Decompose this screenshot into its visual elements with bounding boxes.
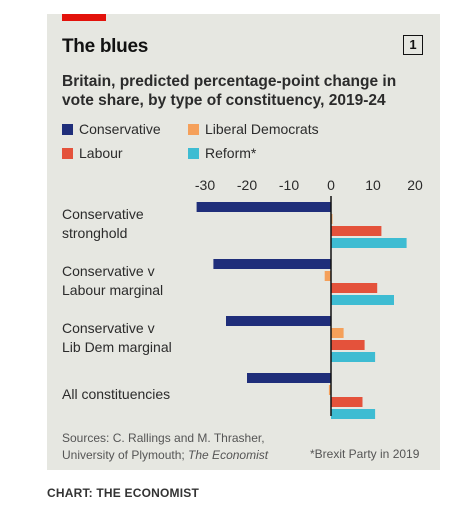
bar-reform-conservative-stronghold — [331, 238, 407, 248]
category-label-conservative-v-labour-marginal: Conservative v Labour marginal — [62, 263, 163, 298]
source-line-1: Sources: C. Rallings and M. Thrasher, — [62, 431, 265, 445]
x-tick-label: -30 — [195, 177, 215, 193]
legend-label-liberal-democrats: Liberal Democrats — [205, 121, 319, 137]
category-label-line: Conservative v — [62, 320, 155, 336]
legend-swatch-conservative — [62, 123, 73, 135]
bar-labour-conservative-stronghold — [331, 226, 382, 236]
x-tick-label: 20 — [407, 177, 423, 193]
x-tick-label: 10 — [365, 177, 381, 193]
x-tick-label: -20 — [237, 177, 257, 193]
category-label-conservative-stronghold: Conservative stronghold — [62, 206, 144, 241]
footnote: *Brexit Party in 2019 — [310, 447, 420, 461]
legend-swatch-labour — [62, 147, 73, 159]
category-label-line: stronghold — [62, 225, 127, 241]
legend-label-reform: Reform* — [205, 145, 257, 161]
legend-label-conservative: Conservative — [79, 121, 161, 137]
source-note: Sources: C. Rallings and M. Thrasher, Un… — [62, 430, 312, 464]
bar-conservative-conservative-v-labour-marginal — [213, 259, 331, 269]
source-line-2: University of Plymouth; The Economist — [62, 447, 312, 464]
red-tab-marker — [62, 14, 106, 21]
bar-reform-all-constituencies — [331, 409, 376, 419]
bar-conservative-all-constituencies — [247, 373, 331, 383]
bars — [196, 202, 407, 419]
chart-credit: CHART: THE ECONOMIST — [47, 486, 199, 500]
legend-item-conservative: Conservative — [62, 121, 161, 137]
legend-item-liberal-democrats: Liberal Democrats — [188, 121, 319, 137]
x-tick-label: -10 — [279, 177, 299, 193]
legend-swatch-liberal-democrats — [188, 123, 199, 135]
bar-conservative-conservative-stronghold — [196, 202, 331, 212]
bar-liberal-democrats-all-constituencies — [328, 385, 331, 395]
category-label-conservative-v-lib-dem-marginal: Conservative v Lib Dem marginal — [62, 320, 172, 355]
bar-liberal-democrats-conservative-v-lib-dem-marginal — [331, 328, 344, 338]
legend-label-labour: Labour — [79, 145, 123, 161]
bar-reform-conservative-v-labour-marginal — [331, 295, 394, 305]
bar-labour-conservative-v-lib-dem-marginal — [331, 340, 365, 350]
bar-labour-conservative-v-labour-marginal — [331, 283, 378, 293]
category-label-line: Labour marginal — [62, 282, 163, 298]
category-label-line: Conservative v — [62, 263, 155, 279]
source-publication: The Economist — [188, 448, 269, 462]
x-axis-ticks: -30 -20 -10 0 10 20 — [195, 177, 423, 193]
bar-conservative-conservative-v-lib-dem-marginal — [226, 316, 331, 326]
legend-item-labour: Labour — [62, 145, 123, 161]
chart-title: The blues — [62, 36, 148, 57]
legend-swatch-reform — [188, 147, 199, 159]
chart-subtitle: Britain, predicted percentage-point chan… — [62, 73, 397, 109]
bar-liberal-democrats-conservative-v-labour-marginal — [324, 271, 331, 281]
legend-item-reform: Reform* — [188, 145, 256, 161]
bar-reform-conservative-v-lib-dem-marginal — [331, 352, 376, 362]
category-label-line: Lib Dem marginal — [62, 339, 172, 355]
chart-number-badge: 1 — [403, 35, 423, 55]
x-tick-label: 0 — [327, 177, 335, 193]
category-label-line: All constituencies — [62, 386, 170, 402]
bar-labour-all-constituencies — [331, 397, 363, 407]
category-labels: Conservative stronghold Conservative v Labo… — [62, 206, 172, 402]
category-label-all-constituencies: All constituencies — [62, 386, 170, 402]
category-label-line: Conservative — [62, 206, 144, 222]
source-line-2-text: University of Plymouth; — [62, 448, 189, 462]
